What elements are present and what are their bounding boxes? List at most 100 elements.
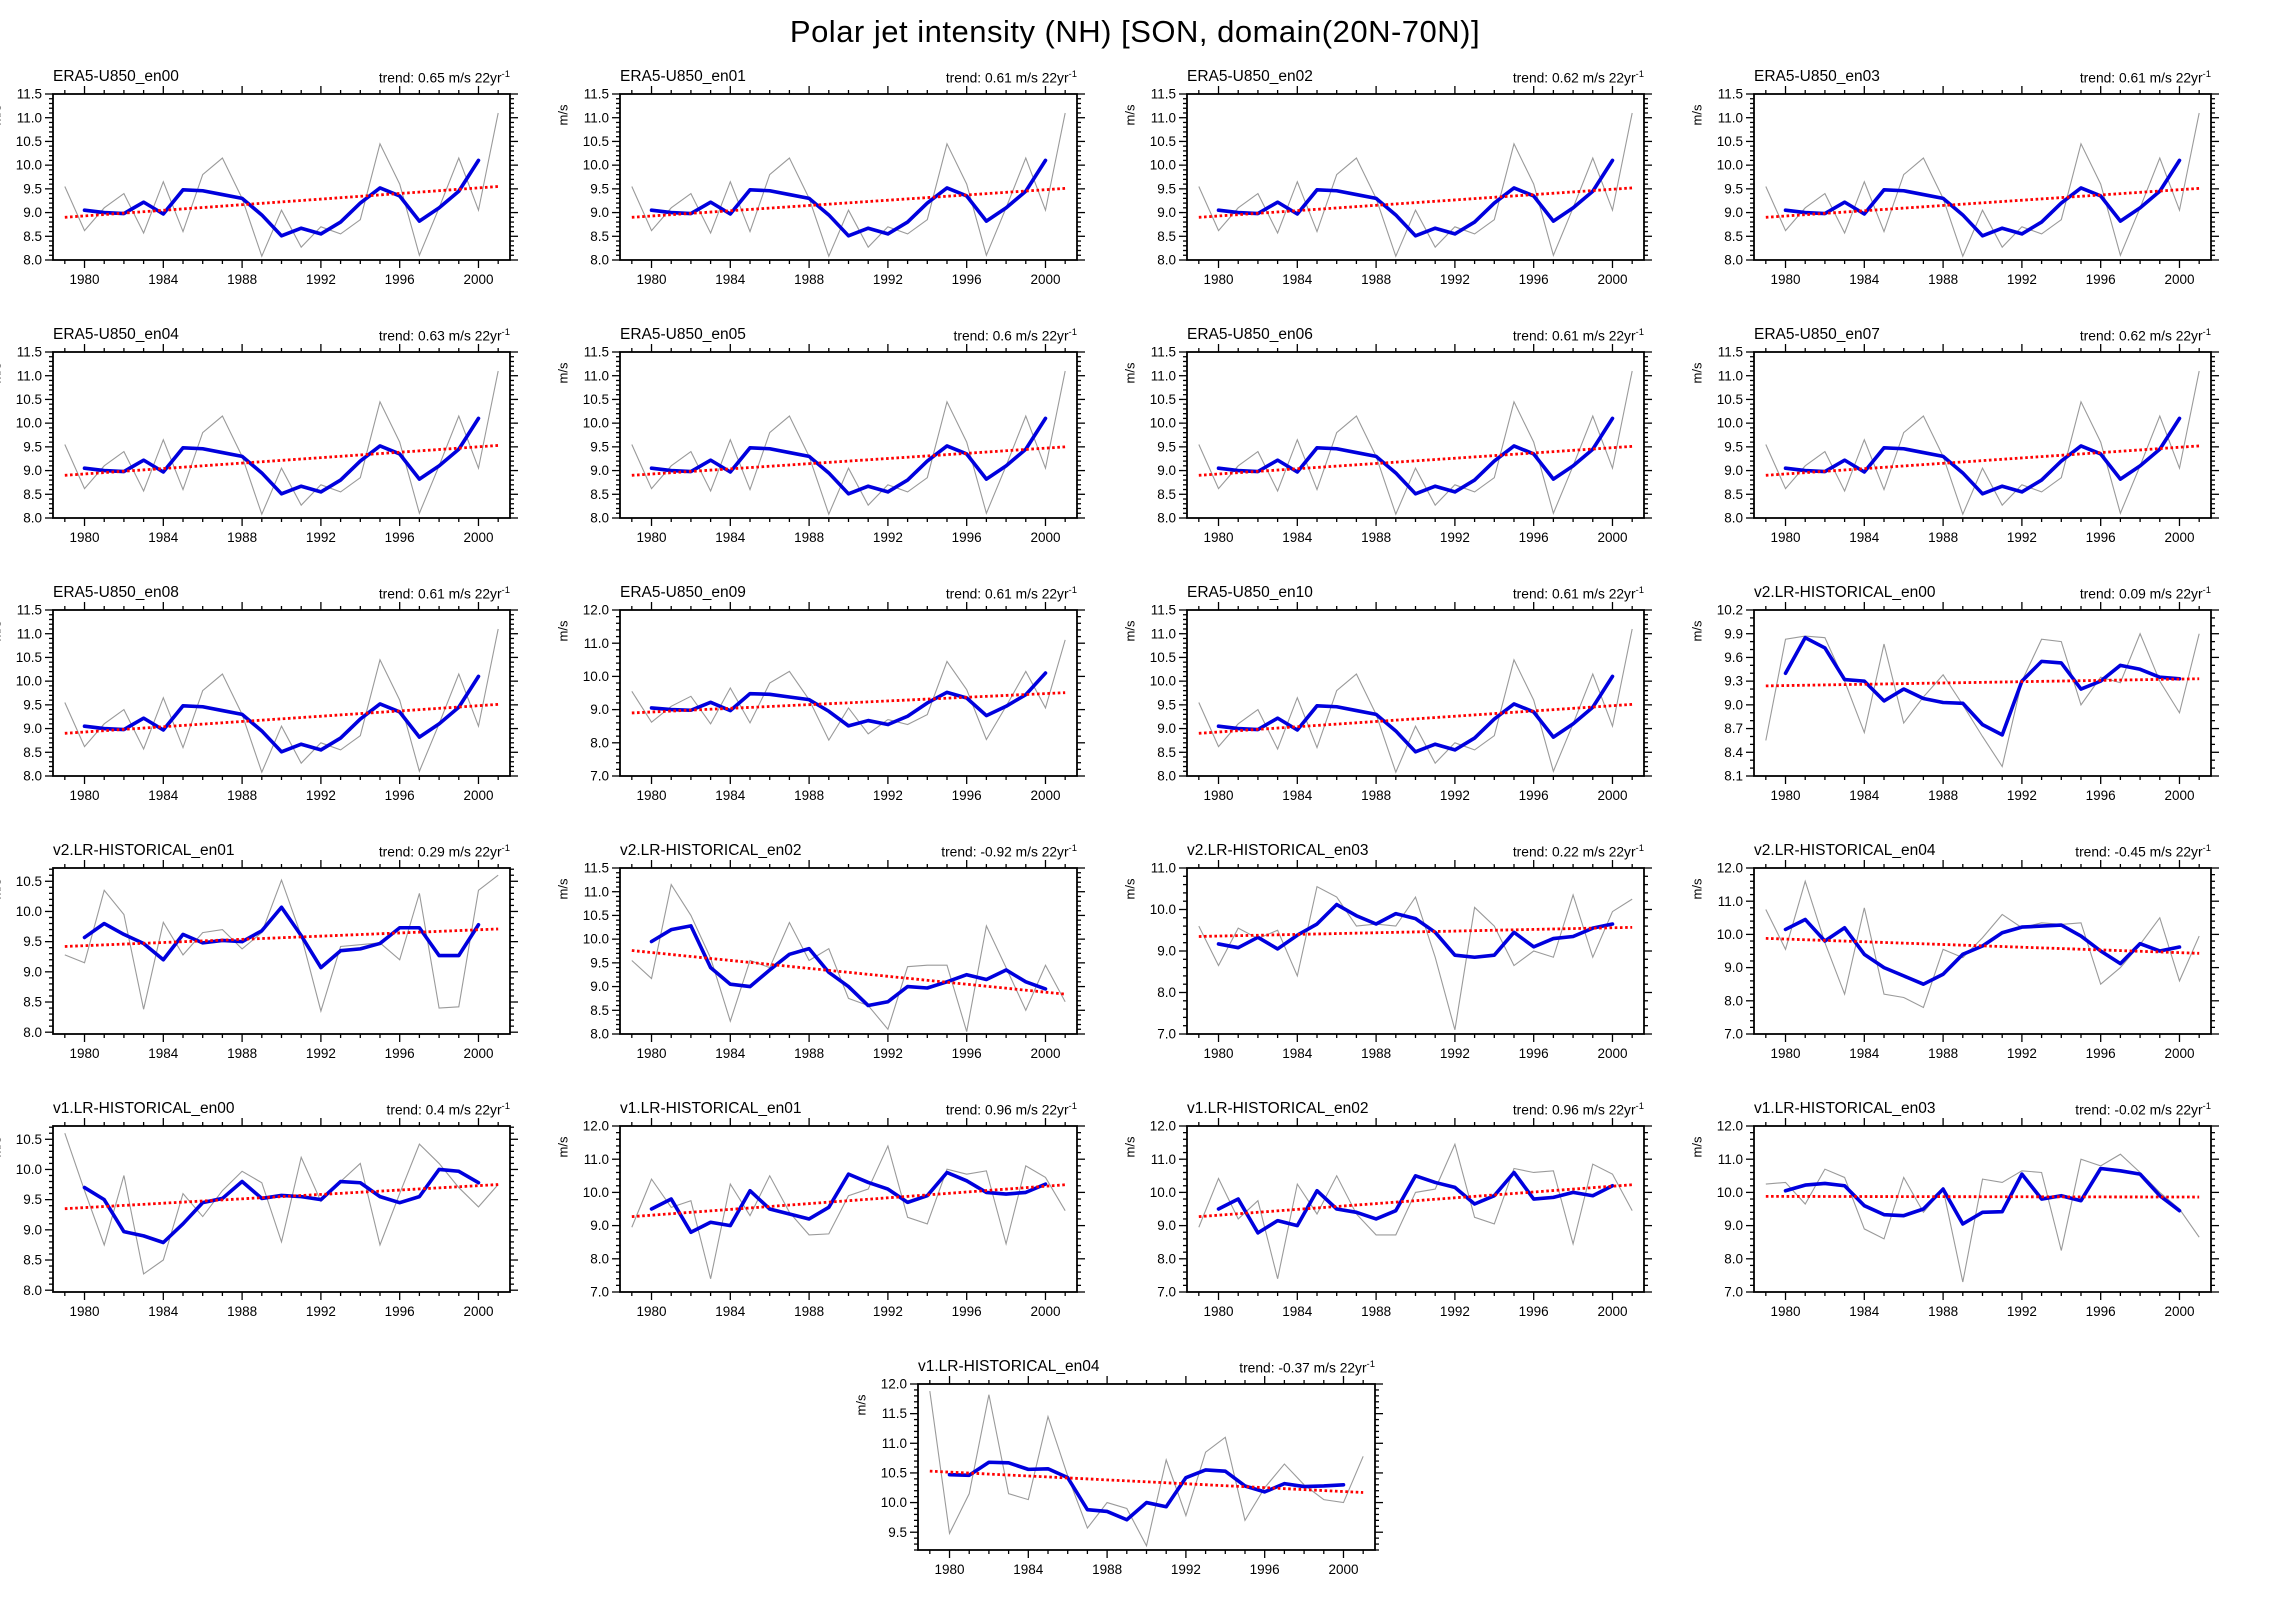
panel-trend-label: trend: 0.61 m/s 22yr-1 <box>2080 69 2211 86</box>
panel-body: m/s 1980 1984 1988 1992 1996 2000 8.0 8.5 9.0 9.5… <box>0 860 518 1064</box>
plot-area: 1980 1984 1988 1992 1996 2000 8.0 8.5 9.0 9.5 10.0… <box>16 344 518 545</box>
x-tick-label: 1996 <box>385 530 415 545</box>
panel-title: ERA5-U850_en09 <box>620 584 746 601</box>
x-tick-label: 1984 <box>715 272 746 287</box>
x-tick-label: 1992 <box>306 788 336 803</box>
panel-trend-label: trend: 0.29 m/s 22yr-1 <box>379 843 510 860</box>
panel-trend-label: trend: 0.62 m/s 22yr-1 <box>2080 327 2211 344</box>
x-tick-label: 1988 <box>1092 1562 1122 1577</box>
x-tick-label: 1980 <box>69 1304 99 1319</box>
trend-text: trend: 0.22 m/s 22yr <box>1512 845 1636 860</box>
panel-header: ERA5-U850_en10 trend: 0.61 m/s 22yr-1 <box>1121 578 1651 602</box>
trend-text: trend: -0.45 m/s 22yr <box>2075 845 2203 860</box>
x-axis-ticks <box>1765 1118 2200 1300</box>
y-tick-label: 8.0 <box>1724 1251 1743 1266</box>
y-tick-label: 7.0 <box>1157 1285 1176 1300</box>
y-axis-ticks <box>1179 1125 1652 1293</box>
y-axis-label: m/s <box>1689 1136 1705 1158</box>
x-tick-label: 1996 <box>2086 272 2116 287</box>
trend-text: trend: 0.65 m/s 22yr <box>378 71 502 86</box>
x-axis-ticks <box>1198 1118 1633 1300</box>
trend-exponent: -1 <box>1635 69 1644 81</box>
x-tick-label: 1984 <box>1849 272 1880 287</box>
panel-header: v2.LR-HISTORICAL_en00 trend: 0.09 m/s 22… <box>1688 578 2218 602</box>
x-tick-label: 1980 <box>1203 1304 1233 1319</box>
x-tick-label: 1992 <box>2007 530 2037 545</box>
smoothed-line <box>1783 917 2182 986</box>
chart-panel: v1.LR-HISTORICAL_en00 trend: 0.4 m/s 22y… <box>0 1094 518 1326</box>
x-axis-ticks <box>64 602 499 784</box>
y-axis-ticks <box>45 1126 518 1291</box>
smoothed-line <box>82 905 481 970</box>
y-tick-label: 11.0 <box>584 636 609 651</box>
y-axis-label: m/s <box>1689 620 1705 642</box>
panel-header: ERA5-U850_en04 trend: 0.63 m/s 22yr-1 <box>0 320 517 344</box>
x-tick-label: 1984 <box>1282 530 1313 545</box>
smoothed-line <box>649 1170 1048 1235</box>
plot-area: 1980 1984 1988 1992 1996 2000 8.0 8.5 9.0 9.5 10.0… <box>16 602 518 803</box>
plot-area: 1980 1984 1988 1992 1996 2000 8.0 8.5 9.0 9.5 10.0… <box>583 860 1085 1061</box>
x-tick-label: 1996 <box>1519 530 1549 545</box>
raw-annual-line <box>631 1144 1066 1279</box>
panel-header: ERA5-U850_en07 trend: 0.62 m/s 22yr-1 <box>1688 320 2218 344</box>
trend-text: trend: 0.61 m/s 22yr <box>2079 71 2203 86</box>
y-axis-label: m/s <box>1122 620 1138 642</box>
x-tick-label: 1996 <box>385 272 415 287</box>
panel-trend-label: trend: 0.4 m/s 22yr-1 <box>387 1101 510 1118</box>
panel-header: v1.LR-HISTORICAL_en03 trend: -0.02 m/s 2… <box>1688 1094 2218 1118</box>
y-tick-label: 11.5 <box>1718 87 1743 102</box>
x-tick-label: 1980 <box>636 1304 666 1319</box>
y-tick-label: 10.0 <box>1150 902 1176 917</box>
panel-body: m/s 1980 1984 1988 1992 1996 2000 7.0 8.0 9.0 10.… <box>1688 860 2219 1064</box>
y-tick-label: 11.0 <box>1151 861 1176 876</box>
panel-title: ERA5-U850_en00 <box>53 68 179 85</box>
y-tick-label: 8.0 <box>1724 993 1743 1008</box>
y-tick-label: 9.5 <box>23 439 42 454</box>
y-tick-label: 9.6 <box>1724 650 1743 665</box>
x-axis-ticks <box>1765 86 2200 268</box>
x-axis-ticks <box>631 86 1066 268</box>
y-axis-label: m/s <box>1122 1136 1138 1158</box>
panel-body: m/s 1980 1984 1988 1992 1996 2000 8.0 8.5 9.0 9.5… <box>1688 86 2219 290</box>
trend-text: trend: 0.62 m/s 22yr <box>1512 71 1636 86</box>
plot-frame <box>1753 1125 2212 1293</box>
plot-frame <box>1186 609 1645 777</box>
x-tick-label: 1996 <box>385 1046 415 1061</box>
plot-frame <box>917 1383 1376 1551</box>
x-tick-label: 1984 <box>1849 1304 1880 1319</box>
y-axis-label: m/s <box>1122 362 1138 384</box>
trend-exponent: -1 <box>1068 1101 1077 1113</box>
y-tick-label: 10.5 <box>16 134 42 149</box>
x-tick-label: 1980 <box>1203 272 1233 287</box>
smoothed-line <box>1783 158 2182 238</box>
x-tick-label: 1988 <box>794 530 824 545</box>
x-tick-label: 2000 <box>1597 788 1627 803</box>
x-tick-label: 1988 <box>227 1304 257 1319</box>
plot-frame <box>52 93 511 261</box>
x-tick-label: 1992 <box>873 788 903 803</box>
panel-body: m/s 1980 1984 1988 1992 1996 2000 7.0 8.0 9.0 10.… <box>554 602 1085 806</box>
panel-body: m/s 1980 1984 1988 1992 1996 2000 8.0 8.5 9.0 9.5… <box>1121 86 1652 290</box>
x-tick-label: 1988 <box>794 788 824 803</box>
y-tick-label: 9.5 <box>23 1192 42 1207</box>
raw-annual-line <box>631 883 1066 1032</box>
y-tick-label: 8.5 <box>1157 745 1176 760</box>
x-tick-label: 1996 <box>952 530 982 545</box>
plot-frame <box>1753 867 2212 1035</box>
x-tick-label: 1980 <box>636 530 666 545</box>
x-tick-label: 1996 <box>952 272 982 287</box>
y-tick-label: 9.0 <box>590 463 609 478</box>
trend-text: trend: 0.96 m/s 22yr <box>1512 1103 1636 1118</box>
plot-frame <box>1186 1125 1645 1293</box>
x-tick-label: 1996 <box>2086 1046 2116 1061</box>
smoothed-line <box>1783 416 2182 496</box>
trend-text: trend: 0.29 m/s 22yr <box>378 845 502 860</box>
y-tick-label: 9.0 <box>1157 1218 1176 1233</box>
x-tick-label: 1984 <box>1849 530 1880 545</box>
y-tick-label: 12.0 <box>583 1119 609 1134</box>
panel-trend-label: trend: 0.61 m/s 22yr-1 <box>1513 327 1644 344</box>
x-tick-label: 1984 <box>148 788 179 803</box>
panel-title: ERA5-U850_en10 <box>1187 584 1313 601</box>
panel-title: ERA5-U850_en02 <box>1187 68 1313 85</box>
panel-header: ERA5-U850_en08 trend: 0.61 m/s 22yr-1 <box>0 578 517 602</box>
